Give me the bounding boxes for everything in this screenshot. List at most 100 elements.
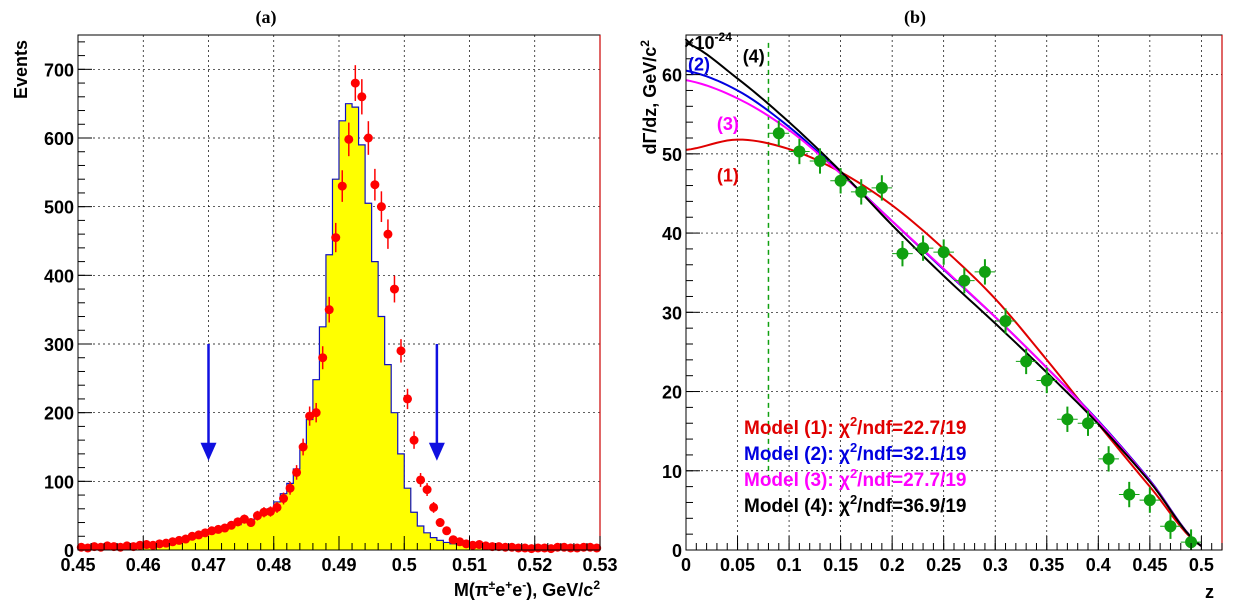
data-point	[383, 229, 393, 239]
cut-arrow-head	[428, 442, 445, 461]
legend-entry-2: Model (2): χ2/ndf=32.1/19	[744, 440, 966, 465]
x-tick-label: 0.25	[926, 555, 961, 575]
panel-a-arrows	[200, 344, 445, 461]
data-point	[435, 518, 445, 528]
x-tick-label: 0.49	[321, 555, 356, 575]
data-point	[1020, 355, 1033, 368]
panel-b: (b) 0 0.05 0.1 0.15 0.2 0.25 0.3 0.35 0.4 0.45 0.5…	[638, 7, 1223, 602]
data-point	[311, 408, 321, 418]
data-point	[285, 483, 295, 493]
data-point	[396, 346, 406, 356]
x-tick-label: 0.48	[256, 555, 291, 575]
data-point	[122, 541, 132, 551]
data-point	[318, 353, 328, 363]
data-point	[109, 542, 119, 552]
y-tick-label: 200	[44, 404, 74, 424]
data-point	[422, 485, 432, 495]
data-point	[1082, 417, 1094, 430]
data-point	[1143, 494, 1156, 507]
y-tick-label: 300	[44, 335, 74, 355]
cut-arrow-head	[200, 442, 217, 461]
data-point	[1164, 520, 1177, 533]
x-tick-label: 0.35	[1029, 555, 1064, 575]
x-tick-label: 0.45	[60, 555, 95, 575]
x-tick-label: 0.51	[452, 555, 487, 575]
data-point	[344, 134, 354, 144]
panel-a-ticks: 0.45 0.46 0.47 0.48 0.49 0.5 0.51 0.52 0.53 0 100 2…	[44, 41, 618, 575]
data-point	[481, 541, 491, 551]
legend-entry-1: Model (1): χ2/ndf=22.7/19	[744, 414, 966, 439]
panel-b-data-points	[768, 120, 1202, 550]
curve-label: (1)	[717, 166, 739, 186]
x-tick-label: 0.2	[880, 555, 905, 575]
data-point	[265, 507, 275, 517]
y-tick-label: 0	[64, 541, 74, 561]
histogram-fill	[78, 103, 600, 551]
data-point	[292, 467, 302, 477]
data-point	[363, 133, 373, 143]
data-point	[793, 145, 806, 158]
data-point	[89, 542, 99, 552]
y-tick-label: 40	[662, 224, 682, 244]
data-point	[937, 246, 950, 259]
data-point	[1123, 488, 1136, 501]
data-point	[1061, 413, 1074, 426]
legend-entry-3: Model (3): χ2/ndf=27.7/19	[744, 466, 966, 491]
data-point	[526, 544, 536, 554]
data-point	[1102, 452, 1115, 465]
data-point	[331, 233, 341, 243]
data-point	[142, 540, 152, 550]
curve-label: (3)	[717, 114, 739, 134]
y-tick-label: 60	[662, 66, 682, 86]
data-point	[259, 507, 269, 517]
data-point	[324, 305, 334, 315]
data-point	[357, 92, 367, 102]
model-curve-3	[685, 79, 1202, 547]
x-tick-label: 0.05	[720, 555, 755, 575]
data-point	[272, 502, 282, 512]
x-tick-label: 0.46	[126, 555, 161, 575]
data-point	[279, 494, 289, 503]
y-tick-label: 0	[672, 541, 682, 561]
x-tick-label: 0.53	[582, 555, 617, 575]
y-tick-label: 500	[44, 198, 74, 218]
data-point	[1040, 374, 1053, 387]
model-curves	[685, 41, 1202, 547]
data-point	[376, 202, 386, 212]
x-tick-label: 0.5	[1189, 555, 1214, 575]
data-point	[487, 542, 497, 552]
panel-a-label: (a)	[256, 7, 277, 28]
x-tick-label: 0.15	[823, 555, 858, 575]
data-point	[389, 284, 399, 294]
y-tick-label: 50	[662, 145, 682, 165]
data-point	[958, 274, 971, 287]
legend-entry-4: Model (4): χ2/ndf=36.9/19	[744, 492, 966, 517]
data-point	[429, 502, 439, 512]
curve-labels: (1) (2) (3) (4)	[688, 47, 765, 186]
y-tick-label: 600	[44, 129, 74, 149]
curve-label: (4)	[743, 47, 765, 67]
panel-b-y-axis-label: dΓ/dz, GeV/c2	[638, 40, 660, 155]
data-point	[917, 242, 930, 255]
x-tick-label: 0.47	[191, 555, 226, 575]
y-tick-label: 20	[662, 383, 682, 403]
data-point	[999, 315, 1012, 328]
data-point	[337, 181, 347, 191]
data-point	[978, 265, 991, 278]
data-point	[135, 540, 145, 550]
data-point	[298, 442, 308, 452]
x-tick-label: 0	[681, 555, 691, 575]
data-point	[814, 154, 826, 167]
x-tick-label: 0.52	[517, 555, 552, 575]
panel-b-ticks: 0 0.05 0.1 0.15 0.2 0.25 0.3 0.35 0.4 0.45 0.5 0 10 2…	[662, 42, 1223, 575]
data-point	[409, 435, 419, 445]
data-point	[350, 78, 360, 88]
x-tick-label: 0.1	[777, 555, 802, 575]
y-tick-label: 700	[44, 60, 74, 80]
panel-b-x-axis-label: z	[1205, 582, 1214, 602]
x-tick-label: 0.3	[983, 555, 1008, 575]
data-point	[1185, 536, 1198, 549]
y-tick-label: 100	[44, 472, 74, 492]
panel-a: (a) 0.45 0.46 0.47 0.48 0.49 0.5 0.51 0.52 0.530…	[11, 7, 618, 600]
